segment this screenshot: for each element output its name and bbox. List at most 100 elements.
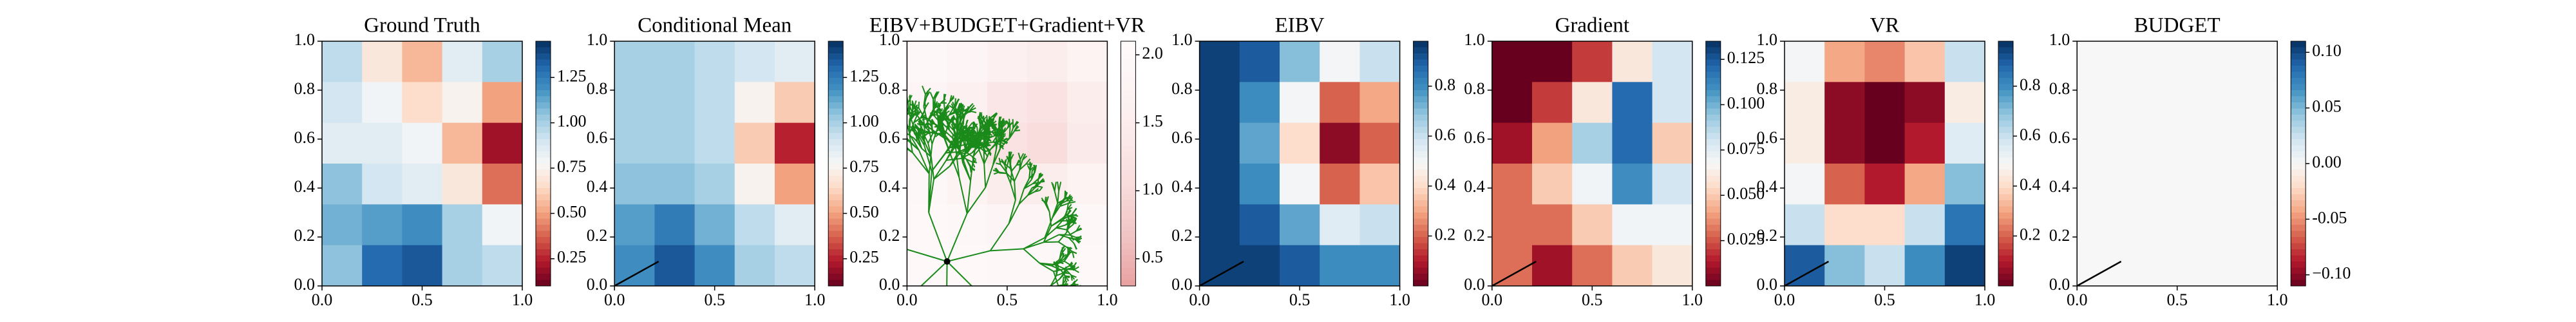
colorbar-swatch <box>828 255 844 262</box>
tree-branch <box>846 297 852 299</box>
colorbar-swatch <box>536 127 551 133</box>
colorbar-swatch <box>1705 249 1721 256</box>
tree-branch <box>850 313 851 321</box>
heatmap-cell <box>2077 245 2117 286</box>
colorbar-swatch <box>2291 41 2306 48</box>
colorbar-swatch <box>1705 145 1721 152</box>
tree-branch <box>1062 288 1068 289</box>
tree-branch <box>994 167 999 173</box>
heatmap-cell <box>1492 245 1533 286</box>
tree-branch <box>850 184 855 190</box>
colorbar-swatch <box>2291 194 2306 201</box>
tree-branch <box>976 131 985 135</box>
tree-branch <box>918 149 930 175</box>
tree-branch <box>1065 318 1069 321</box>
colorbar-swatch <box>536 267 551 274</box>
tree-branch <box>1056 301 1063 302</box>
tree-branch <box>918 120 922 126</box>
colorbar-tick-label: -0.05 <box>2312 208 2347 227</box>
tree-branch <box>1010 171 1013 184</box>
heatmap-cell <box>1572 122 1613 164</box>
tree-branch <box>883 112 887 117</box>
tree-branch <box>849 296 853 300</box>
tree-branch <box>1046 312 1054 320</box>
tree-branch <box>901 98 905 104</box>
heatmap-cell <box>1612 41 1653 82</box>
tree-branch <box>929 316 947 322</box>
colorbar-swatch <box>536 151 551 158</box>
tree-branch <box>1056 315 1061 316</box>
heatmap-cell <box>1904 122 1946 164</box>
tree-branch <box>842 307 845 312</box>
tree-branch <box>821 196 823 207</box>
tree-branch <box>898 118 900 123</box>
y-tick-label: 0.0 <box>587 275 608 294</box>
heatmap-cell <box>1652 82 1692 124</box>
colorbar-swatch <box>1121 133 1136 140</box>
tree-branch <box>1039 186 1043 191</box>
colorbar-swatch <box>1998 84 2013 91</box>
tree-branch <box>870 132 875 137</box>
heatmap-cell <box>734 122 775 164</box>
heatmap-cell <box>402 245 443 286</box>
tree-branch <box>884 171 889 173</box>
tree-branch <box>815 252 820 257</box>
tree-branch <box>966 145 972 151</box>
colorbar-swatch <box>1121 176 1136 182</box>
colorbar-swatch <box>1705 188 1721 194</box>
tree-branch <box>844 299 847 305</box>
tree-branch <box>823 268 828 271</box>
heatmap-cell <box>2157 41 2198 82</box>
tree-branch <box>846 287 848 292</box>
tree-branch <box>1063 209 1068 219</box>
colorbar-swatch <box>536 139 551 146</box>
colorbar-swatch <box>1121 53 1136 60</box>
tree-branch <box>851 302 854 314</box>
tree-branch <box>872 133 878 135</box>
tree-branch <box>1070 268 1075 271</box>
colorbar-swatch <box>1413 84 1428 91</box>
colorbar-swatch <box>536 53 551 60</box>
heatmap-cell <box>1239 82 1280 124</box>
tree-branch <box>1028 173 1035 179</box>
x-tick-label: 0.5 <box>412 290 433 309</box>
tree-branch <box>879 166 882 172</box>
colorbar-swatch <box>1121 182 1136 189</box>
tree-branch <box>938 126 943 131</box>
tree-branch <box>820 247 826 264</box>
colorbar-swatch <box>536 200 551 207</box>
tree-branch <box>1070 274 1077 278</box>
tree-branch <box>1050 279 1060 286</box>
tree-branch <box>1069 307 1077 310</box>
tree-branch <box>1066 294 1076 298</box>
tree-branch <box>1048 308 1056 319</box>
tree-branch <box>1062 299 1066 301</box>
tree-branch <box>1032 185 1038 189</box>
colorbar-swatch <box>1998 176 2013 182</box>
tree-branch <box>949 153 960 167</box>
tree-branch <box>847 175 854 178</box>
colorbar-swatch <box>1998 225 2013 231</box>
tree-branch <box>866 177 869 187</box>
heatmap-cell <box>1785 122 1825 164</box>
tree-branch <box>855 190 863 195</box>
tree-branch <box>932 129 940 135</box>
heatmap-cell <box>442 41 483 82</box>
tree-branch <box>834 308 837 314</box>
heatmap-cell <box>1239 245 1280 286</box>
colorbar-swatch <box>1121 213 1136 219</box>
tree-branch <box>1057 312 1063 314</box>
tree-branch <box>845 303 846 309</box>
tree-branch <box>964 125 968 133</box>
tree-branch <box>846 309 849 317</box>
colorbar-tick-label: 0.2 <box>1435 225 1456 243</box>
colorbar-swatch <box>1705 157 1721 164</box>
colorbar-swatch <box>1413 225 1428 231</box>
tree-branch <box>1066 214 1070 223</box>
tree-branch <box>857 193 863 199</box>
tree-branch <box>851 178 857 185</box>
heatmap-cell <box>402 82 443 124</box>
colorbar-tick-label: 1.0 <box>1142 180 1163 198</box>
tree-branch <box>921 147 932 158</box>
heatmap-cell <box>1652 41 1692 82</box>
